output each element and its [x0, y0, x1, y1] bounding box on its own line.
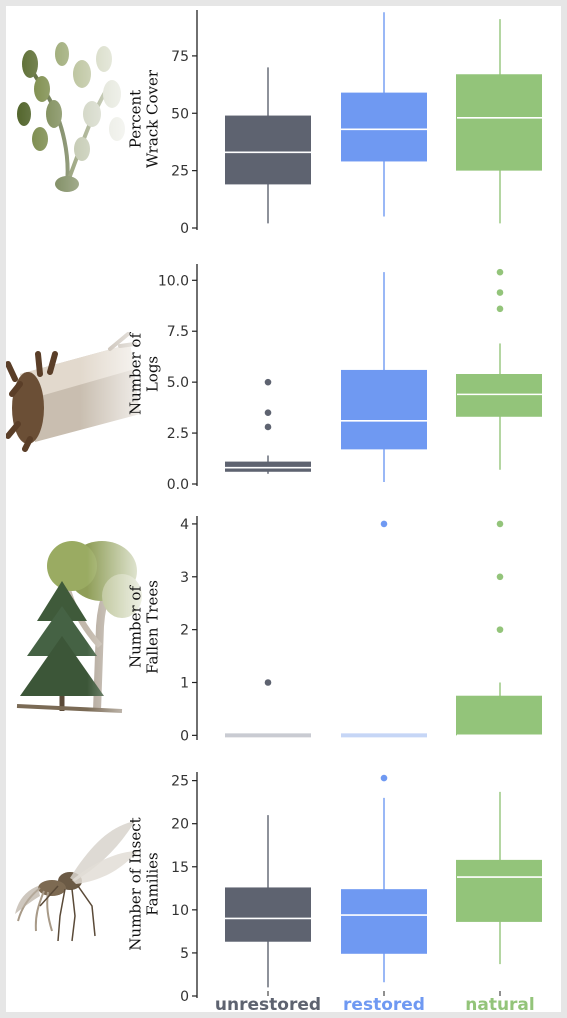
box-natural [456, 374, 542, 417]
y-tick-label: 75 [171, 49, 189, 65]
box-unrestored [225, 733, 311, 738]
seaweed-icon [12, 34, 132, 204]
y-axis-label: Fallen Trees [144, 580, 162, 674]
y-tick-label: 4 [180, 517, 189, 533]
y-axis-label: Logs [144, 356, 162, 392]
y-tick-label: 0 [180, 221, 189, 237]
trees-icon [16, 526, 147, 716]
box-unrestored [225, 461, 311, 472]
y-tick-label: 7.5 [167, 324, 189, 340]
outlier-natural [496, 289, 504, 296]
outlier-natural [496, 520, 504, 528]
outlier-natural [496, 626, 504, 633]
log-icon [6, 324, 150, 454]
y-tick-label: 1 [180, 676, 189, 692]
y-axis-label: Wrack Cover [144, 69, 162, 168]
y-tick-label: 0.0 [167, 477, 189, 493]
y-tick-label: 50 [171, 106, 189, 122]
panel-3: 0 1 2 3 4 Number of Fallen Trees [127, 516, 543, 744]
y-tick-label: 0 [180, 728, 189, 744]
y-tick-label: 25 [171, 164, 189, 180]
y-tick-label: 5.0 [167, 375, 189, 391]
panel-1: 0 25 50 75 Percent Wrack Cover [127, 10, 543, 237]
y-tick-label: 25 [171, 774, 189, 790]
outlier-unrestored [264, 378, 272, 386]
box-unrestored [225, 115, 311, 185]
y-axis-label: Number of [127, 585, 145, 668]
box-natural [456, 859, 542, 922]
outlier-natural [496, 573, 504, 581]
y-tick-label: 0 [180, 989, 189, 1005]
y-tick-label: 2.5 [167, 426, 189, 442]
y-tick-label: 10.0 [158, 273, 189, 289]
outlier-unrestored [264, 679, 272, 686]
box-natural [456, 695, 542, 736]
outlier-natural [496, 268, 504, 276]
outlier-natural [496, 305, 504, 313]
insect-icon [15, 821, 138, 942]
box-restored [341, 369, 427, 450]
panel-2: 0.0 2.5 5.0 7.5 10.0 Number of Logs [127, 264, 543, 493]
y-axis-label: Number of [127, 332, 145, 415]
panel-4: 0 5 10 15 20 25 Number of Insect Families [127, 772, 543, 1005]
x-category-label-natural: natural [465, 995, 535, 1012]
y-tick-label: 2 [180, 623, 189, 639]
x-category-label-unrestored: unrestored [215, 995, 321, 1012]
y-tick-label: 20 [171, 817, 189, 833]
y-tick-label: 3 [180, 570, 189, 586]
y-axis-label: Number of Insect [127, 817, 145, 950]
box-restored [341, 733, 427, 738]
y-tick-label: 15 [171, 860, 189, 876]
box-restored [341, 92, 427, 162]
box-restored [341, 889, 427, 954]
y-axis-label: Percent [127, 90, 145, 148]
x-category-label-restored: restored [343, 995, 425, 1012]
outlier-restored [380, 520, 388, 528]
outlier-unrestored [264, 423, 272, 431]
y-tick-label: 5 [180, 946, 189, 962]
box-natural [456, 74, 542, 171]
box-unrestored [225, 887, 311, 942]
y-tick-label: 10 [171, 903, 189, 919]
outlier-unrestored [264, 409, 272, 417]
y-axis-label: Families [144, 852, 162, 916]
outlier-restored [380, 774, 388, 782]
